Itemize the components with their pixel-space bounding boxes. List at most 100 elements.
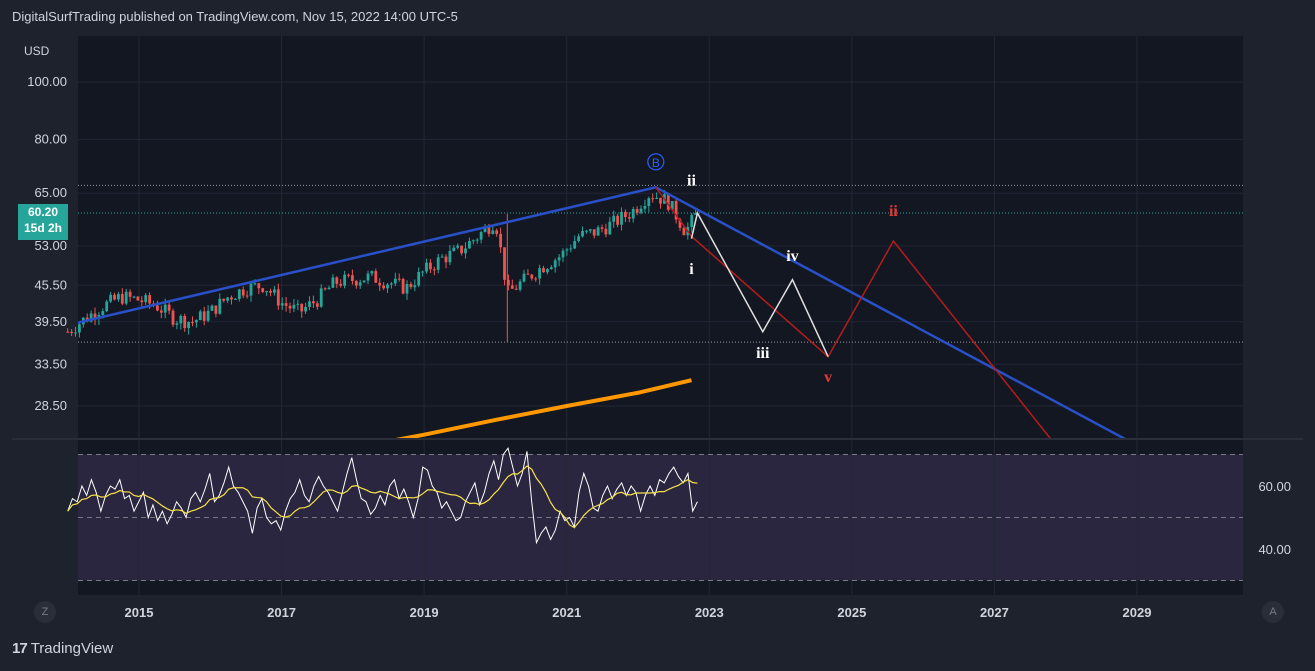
candle-body bbox=[214, 305, 218, 314]
candle-body bbox=[393, 278, 397, 284]
currency-label: USD bbox=[24, 44, 50, 58]
wave-label: B bbox=[652, 156, 660, 170]
candle-body bbox=[105, 301, 109, 312]
price-pane[interactable] bbox=[78, 36, 1243, 438]
wave-label: v bbox=[824, 369, 832, 386]
candle-body bbox=[432, 269, 436, 271]
candle-body bbox=[627, 217, 631, 219]
auto-scale-button[interactable]: A bbox=[1262, 601, 1284, 623]
candle-body bbox=[510, 285, 514, 289]
candle-body bbox=[319, 288, 323, 307]
candle-body bbox=[284, 303, 288, 306]
auto-scale-label: A bbox=[1269, 606, 1277, 618]
tradingview-logo[interactable]: 17 TradingView bbox=[12, 640, 113, 657]
candle-body bbox=[577, 236, 581, 242]
price-tick-label: 53.00 bbox=[34, 238, 67, 253]
candle-body bbox=[370, 271, 374, 274]
candle-body bbox=[409, 283, 413, 288]
candle-body bbox=[226, 297, 230, 301]
candle-body bbox=[163, 304, 167, 313]
candle-body bbox=[218, 298, 222, 314]
candle-body bbox=[159, 310, 163, 313]
left-axis-mode-button[interactable]: Z bbox=[34, 601, 56, 623]
candle-body bbox=[167, 304, 171, 311]
candle-body bbox=[670, 201, 674, 210]
rsi-series bbox=[67, 447, 1243, 581]
candle-body bbox=[585, 230, 588, 232]
time-tick-label: 2017 bbox=[267, 605, 296, 620]
projection-white-path bbox=[690, 210, 829, 358]
price-tick-label: 80.00 bbox=[34, 132, 67, 147]
candle-body bbox=[526, 273, 530, 275]
candle-body bbox=[530, 274, 534, 279]
candle-body bbox=[549, 267, 553, 270]
grid-lines bbox=[78, 36, 1243, 595]
candle-body bbox=[191, 321, 194, 323]
candle-body bbox=[421, 271, 425, 273]
candle-body bbox=[635, 209, 639, 213]
candle-body bbox=[397, 278, 401, 280]
candle-body bbox=[249, 283, 253, 296]
time-tick-label: 2027 bbox=[980, 605, 1009, 620]
rsi-band bbox=[78, 454, 1243, 581]
candle-body bbox=[339, 283, 343, 286]
candle-body bbox=[475, 239, 479, 241]
bar-countdown: 15d 2h bbox=[23, 221, 62, 235]
candle-body bbox=[612, 215, 616, 222]
candlestick-series bbox=[66, 189, 698, 343]
candle-body bbox=[620, 211, 623, 225]
candle-body bbox=[148, 295, 152, 304]
candle-body bbox=[507, 279, 510, 286]
candle-body bbox=[608, 221, 612, 235]
candle-body bbox=[315, 303, 319, 307]
candle-body bbox=[187, 321, 191, 329]
candle-body bbox=[109, 294, 113, 302]
candle-body bbox=[273, 289, 276, 293]
candle-body bbox=[362, 280, 366, 283]
candle-body bbox=[117, 294, 120, 300]
candle-body bbox=[113, 294, 116, 300]
candle-body bbox=[128, 291, 132, 297]
candle-body bbox=[452, 247, 456, 252]
candle-body bbox=[464, 248, 467, 254]
time-tick-label: 2015 bbox=[125, 605, 154, 620]
candle-body bbox=[265, 291, 269, 293]
candle-body bbox=[674, 201, 678, 220]
candle-body bbox=[499, 233, 503, 248]
time-tick-label: 2029 bbox=[1123, 605, 1152, 620]
candle-body bbox=[292, 304, 296, 309]
candle-body bbox=[588, 229, 592, 231]
candle-body bbox=[561, 250, 565, 258]
candle-body bbox=[682, 227, 686, 236]
candle-body bbox=[253, 283, 257, 285]
candle-body bbox=[280, 303, 284, 306]
candle-body bbox=[101, 311, 105, 315]
candle-body bbox=[327, 287, 331, 290]
time-tick-label: 2019 bbox=[410, 605, 439, 620]
candle-body bbox=[440, 256, 444, 258]
candle-body bbox=[436, 257, 440, 270]
candle-body bbox=[553, 260, 557, 268]
candle-body bbox=[542, 268, 545, 273]
candle-body bbox=[592, 229, 596, 236]
candle-body bbox=[390, 283, 393, 285]
publisher-line: DigitalSurfTrading published on TradingV… bbox=[12, 9, 458, 24]
candle-body bbox=[378, 282, 382, 286]
price-tick-label: 45.50 bbox=[34, 277, 67, 292]
publisher-header: DigitalSurfTrading published on TradingV… bbox=[0, 0, 1315, 34]
candle-body bbox=[66, 331, 70, 333]
candle-body bbox=[425, 262, 428, 272]
candle-body bbox=[70, 331, 74, 333]
candle-body bbox=[460, 245, 464, 254]
candle-body bbox=[269, 291, 272, 293]
price-tick-label: 65.00 bbox=[34, 185, 67, 200]
candle-body bbox=[175, 323, 179, 325]
candle-body bbox=[666, 194, 670, 210]
candle-body bbox=[374, 271, 378, 283]
candle-body bbox=[444, 256, 448, 263]
price-tick-label: 28.50 bbox=[34, 398, 67, 413]
candle-body bbox=[468, 241, 471, 249]
candle-body bbox=[179, 315, 183, 324]
horizontal-levels bbox=[78, 184, 1243, 343]
